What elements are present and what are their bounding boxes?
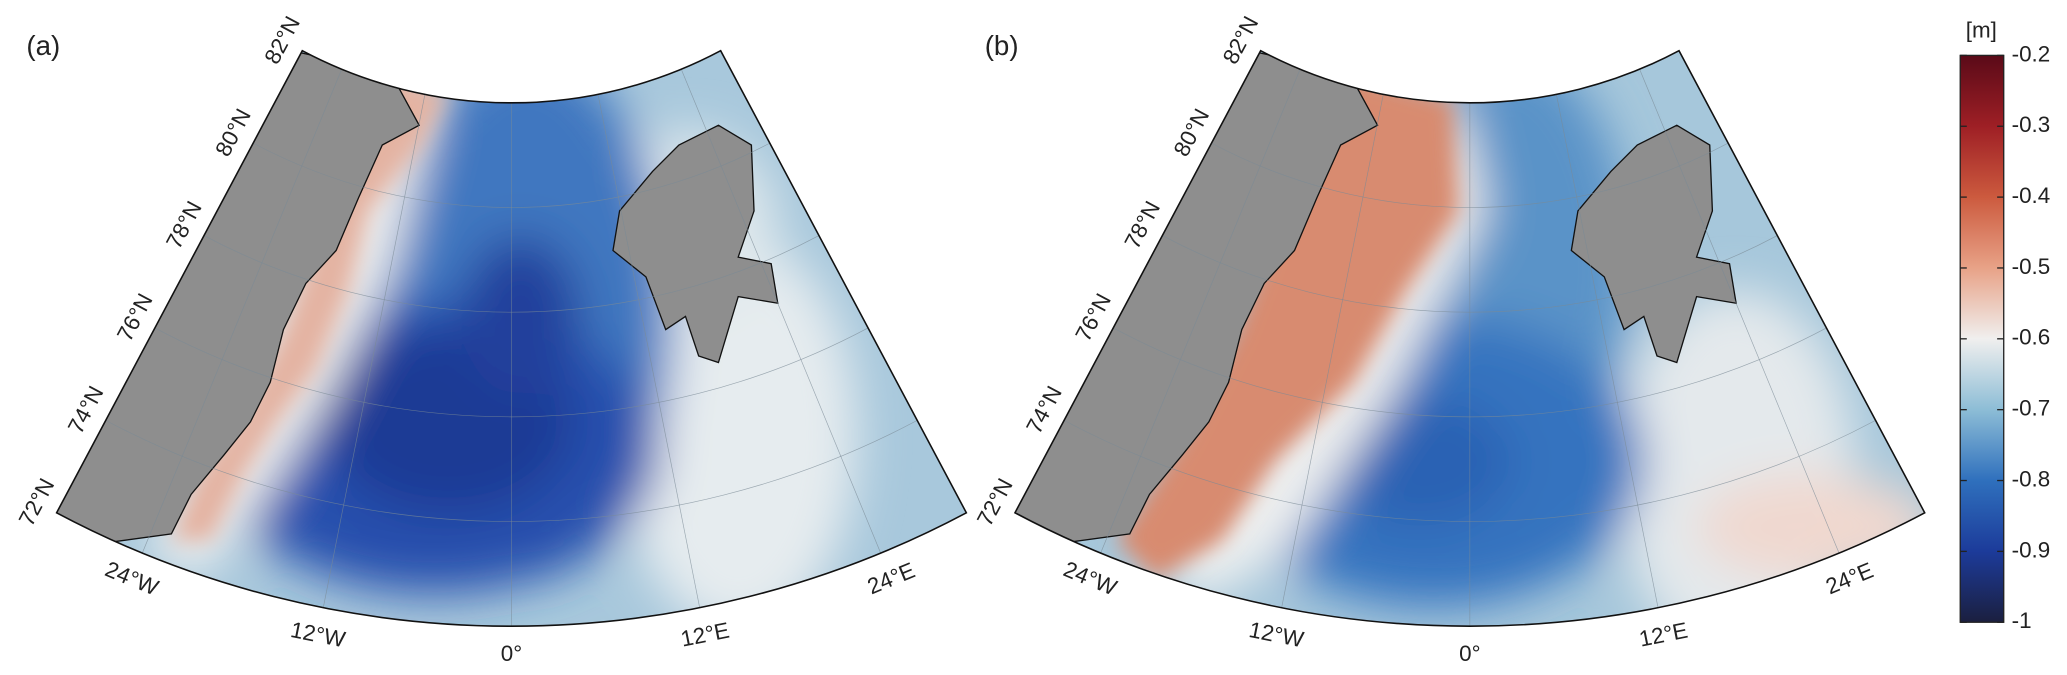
parallel: [253, 142, 770, 208]
colorbar-tick-label: -0.2: [2012, 41, 2051, 66]
parallel: [1063, 420, 1876, 522]
latitude-label: 72°N: [972, 474, 1018, 530]
colorbar-unit: [m]: [1966, 18, 1997, 43]
parallel: [1162, 235, 1778, 313]
meridian: [322, 94, 426, 608]
longitude-label: 12°E: [1637, 618, 1690, 652]
meridian: [1556, 94, 1659, 608]
longitude-label: 24°W: [1060, 556, 1121, 600]
latitude-label: 72°N: [14, 474, 60, 530]
parallel: [105, 420, 918, 522]
colorbar-tick-label: -0.8: [2012, 466, 2051, 491]
colorbar-tick-label: -0.7: [2012, 396, 2051, 421]
map-frame: [55, 49, 968, 627]
longitude-label: 12°W: [289, 617, 349, 652]
meridian: [680, 69, 882, 554]
longitude-label: 24°E: [864, 558, 919, 600]
longitude-label: 12°W: [1247, 617, 1307, 652]
meridian: [141, 69, 342, 554]
longitude-label: 0°: [501, 641, 522, 666]
meridian: [1281, 94, 1384, 608]
map-frame: [1013, 49, 1926, 627]
longitude-label: 24°W: [102, 556, 163, 600]
colorbar-tick-label: -0.6: [2012, 325, 2051, 350]
colorbar-tick-label: -0.9: [2012, 537, 2051, 562]
meridian: [1100, 69, 1301, 554]
panel-label: (a): [26, 30, 60, 61]
longitude-label: 0°: [1459, 641, 1480, 666]
longitude-label: 12°E: [679, 618, 732, 652]
colorbar-tick-label: -1: [2012, 608, 2032, 633]
colorbar-tick-label: -0.3: [2012, 112, 2051, 137]
parallel: [203, 235, 820, 313]
parallel: [154, 327, 869, 418]
meridian: [1639, 69, 1840, 554]
parallel: [1211, 142, 1729, 208]
map-panel: (a)72°N74°N76°N78°N80°N82°N24°W12°W0°12°…: [14, 12, 968, 666]
parallel: [1113, 327, 1827, 418]
meridian: [597, 94, 700, 608]
longitude-label: 24°E: [1822, 558, 1877, 600]
panel-label: (b): [985, 30, 1019, 61]
colorbar-tick-label: -0.4: [2012, 183, 2051, 208]
colorbar-tick-label: -0.5: [2012, 254, 2051, 279]
map-panel: (b)72°N74°N76°N78°N80°N82°N24°W12°W0°12°…: [972, 12, 1926, 666]
